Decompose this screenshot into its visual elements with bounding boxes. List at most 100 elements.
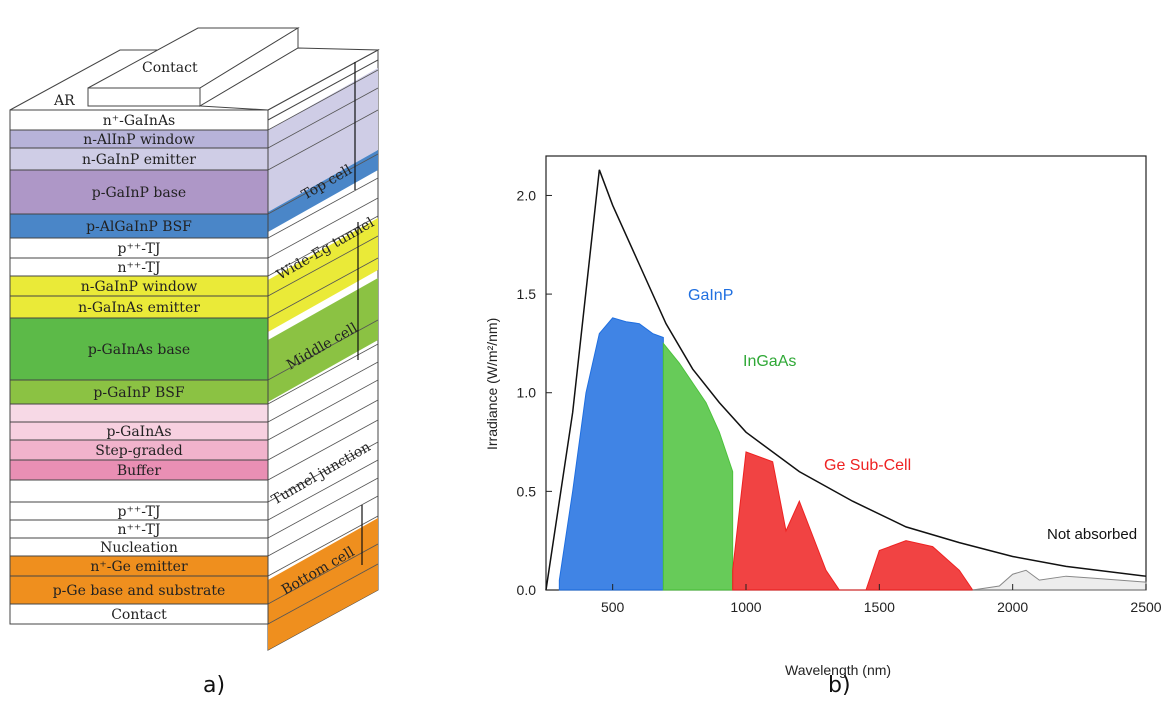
layer: Buffer <box>9 459 269 481</box>
x-tick-label: 1000 <box>730 599 761 615</box>
side-edge-line <box>267 563 379 625</box>
layer-label: Nucleation <box>100 540 178 556</box>
contact-top-label: Contact <box>142 60 198 76</box>
layer-label: p-GaInAs base <box>88 342 190 358</box>
layer-band <box>9 169 269 215</box>
ar-label: AR <box>53 93 75 109</box>
layer-label: n⁺-Ge emitter <box>90 559 188 575</box>
layer: p-GaInP BSF <box>9 379 269 405</box>
layer-label: n⁺-GaInAs <box>103 113 176 129</box>
layer: n-AlInP window <box>9 129 269 149</box>
side-band-bottom-cell <box>268 518 378 650</box>
layer: p⁺⁺-TJ <box>9 501 269 521</box>
layer: n-GaInAs emitter <box>9 295 269 319</box>
x-axis-label: Wavelength (nm) <box>785 662 891 678</box>
side-edge-line <box>267 515 379 577</box>
layer-label: n-GaInAs emitter <box>78 300 200 316</box>
layer-label: n-AlInP window <box>83 132 195 148</box>
layer-stack-diagram: AR Contact n⁺-GaInAs n-AlInP window n-GaIn… <box>9 27 380 698</box>
layer-label: p⁺⁺-TJ <box>118 241 161 257</box>
side-band-top-bsf <box>268 150 378 232</box>
layer: n⁺-Ge emitter <box>9 555 269 577</box>
layer-label: n-GaInP emitter <box>82 152 196 168</box>
spectrum-chart: 500 1000 1500 2000 2500 0.0 0.5 1.0 1.5 2.0 Wavel… <box>484 155 1162 698</box>
layer-label: p⁺⁺-TJ <box>118 504 161 520</box>
contact-block-front <box>87 87 201 107</box>
side-edge-line <box>267 257 379 319</box>
layer-label: Buffer <box>117 463 162 479</box>
layer-label: p-Ge base and substrate <box>53 583 226 599</box>
layer-band <box>9 317 269 381</box>
layer: Step-graded <box>9 439 269 461</box>
series-area <box>662 341 734 591</box>
x-tick-label: 2500 <box>1130 599 1161 615</box>
layer: n⁺-GaInAs <box>9 109 269 131</box>
layer: Contact <box>9 603 269 625</box>
side-edge-line <box>267 215 379 277</box>
layer-label: Step-graded <box>95 443 182 459</box>
side-face-lines <box>267 69 379 625</box>
layer: p⁺⁺-TJ <box>9 237 269 259</box>
layer: p-GaInP base <box>9 169 269 215</box>
y-axis-label: Irradiance (W/m²/nm) <box>484 318 500 450</box>
side-band-middle-base <box>268 278 378 402</box>
x-tick-label: 2000 <box>997 599 1028 615</box>
layer-label: n⁺⁺-TJ <box>118 522 161 538</box>
side-edge-line <box>267 343 379 405</box>
annotation-ge: Ge Sub-Cell <box>824 457 911 474</box>
layer: p-Ge base and substrate <box>9 575 269 605</box>
side-edge-line <box>267 379 379 441</box>
layer <box>9 479 269 503</box>
layer: n⁺⁺-TJ <box>9 257 269 277</box>
y-tick-label: 1.0 <box>517 385 537 401</box>
x-tick-label: 1500 <box>864 599 895 615</box>
layer-label: p-GaInAs <box>106 424 171 440</box>
annotation-not-absorbed: Not absorbed <box>1047 526 1137 543</box>
side-edge-line <box>267 177 379 239</box>
layer-band <box>9 403 269 423</box>
layer-label: p-AlGaInP BSF <box>86 219 192 235</box>
layer-label: n-GaInP window <box>81 279 198 295</box>
side-edge-line <box>267 459 379 521</box>
layer: p-GaInAs <box>9 421 269 441</box>
layer-label: p-GaInP BSF <box>93 385 185 401</box>
annotation-ingaas: InGaAs <box>743 353 796 370</box>
layer-label: Contact <box>111 607 167 623</box>
panel-b-caption: b) <box>828 673 851 698</box>
layer-label: p-GaInP base <box>92 185 186 201</box>
y-tick-label: 0.5 <box>517 483 537 499</box>
side-edge-line <box>267 399 379 461</box>
side-edge-line <box>267 197 379 259</box>
spectrum-envelope-line <box>545 169 1147 591</box>
side-edge-line <box>267 319 379 381</box>
chart-areas <box>545 169 1147 591</box>
layer-band <box>9 479 269 503</box>
layer-list: n⁺-GaInAs n-AlInP window n-GaInP emitter p-… <box>9 109 269 625</box>
side-edge-line <box>267 477 379 539</box>
side-edge-line <box>267 87 379 149</box>
layer: n-GaInP window <box>9 275 269 297</box>
side-band-middle-window <box>268 218 378 332</box>
layer: p-GaInAs base <box>9 317 269 381</box>
layer-band <box>9 575 269 605</box>
layer: n-GaInP emitter <box>9 147 269 171</box>
panel-a-caption: a) <box>203 673 225 698</box>
side-edge-line <box>267 495 379 557</box>
series-area <box>732 451 974 591</box>
layer: p-AlGaInP BSF <box>9 213 269 239</box>
chart-ticks: 500 1000 1500 2000 2500 0.0 0.5 1.0 1.5 2.0 <box>517 187 1162 615</box>
side-edge-line <box>267 419 379 481</box>
y-tick-label: 1.5 <box>517 286 537 302</box>
side-edge-line <box>267 235 379 297</box>
layer-band <box>9 213 269 239</box>
top-right-step <box>198 47 380 111</box>
layer-band <box>9 379 269 405</box>
x-tick-label: 500 <box>601 599 625 615</box>
side-edge-line <box>267 361 379 423</box>
side-edge-line <box>267 153 379 215</box>
layer: Nucleation <box>9 537 269 557</box>
side-edge-line <box>267 109 379 171</box>
y-tick-label: 0.0 <box>517 582 537 598</box>
layer <box>9 403 269 423</box>
